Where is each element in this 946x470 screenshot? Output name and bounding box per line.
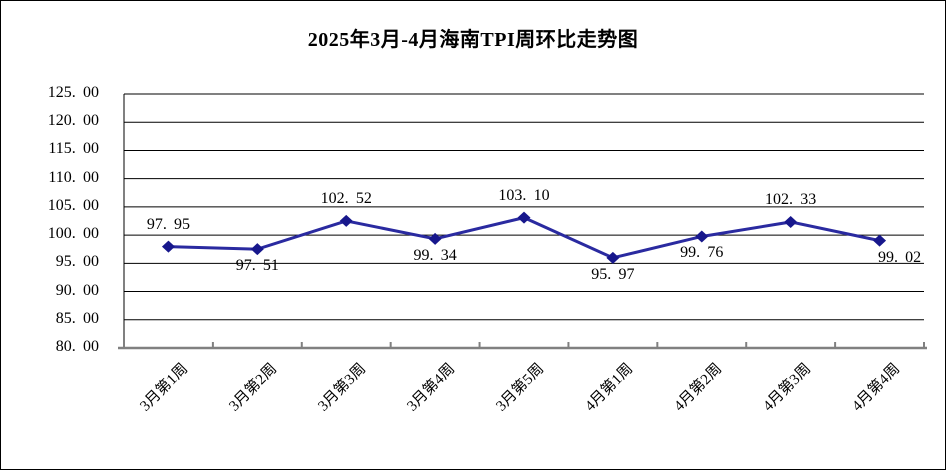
y-axis-tick-label: 125. 00 [47, 84, 99, 101]
data-point-marker [873, 234, 887, 247]
data-point-marker [517, 211, 531, 224]
data-point-label: 99. 34 [413, 246, 457, 264]
data-point-marker [250, 243, 264, 256]
data-point-label: 97. 51 [235, 257, 279, 275]
data-point-label: 99. 76 [680, 244, 724, 262]
y-axis-tick-label: 95. 00 [55, 253, 99, 271]
y-axis-tick-label: 85. 00 [55, 309, 99, 327]
y-axis-tick-label: 120. 00 [47, 112, 99, 130]
data-point-label: 95. 97 [591, 265, 635, 283]
data-point-marker [784, 215, 798, 228]
data-point-marker [428, 232, 442, 245]
data-point-marker [339, 214, 353, 227]
data-point-label: 99. 02 [877, 248, 922, 266]
y-axis-tick-label: 105. 00 [47, 196, 99, 214]
data-point-marker [606, 251, 620, 264]
data-point-label: 102. 52 [320, 189, 372, 207]
chart-title: 2025年3月-4月海南TPI周环比走势图 [307, 29, 639, 51]
data-point-label: 103. 10 [498, 186, 550, 204]
data-point-marker [695, 230, 709, 243]
y-axis-tick-label: 90. 00 [55, 281, 99, 299]
y-axis-tick-label: 100. 00 [47, 225, 99, 243]
data-point-label: 102. 33 [765, 190, 817, 208]
data-point-marker [161, 240, 175, 253]
y-axis-tick-label: 115. 00 [48, 140, 99, 158]
data-point-label: 97. 95 [146, 215, 191, 233]
series-line [168, 216, 880, 260]
y-axis-tick-label: 110. 00 [48, 168, 99, 186]
y-axis-tick-label: 80. 00 [55, 338, 99, 355]
